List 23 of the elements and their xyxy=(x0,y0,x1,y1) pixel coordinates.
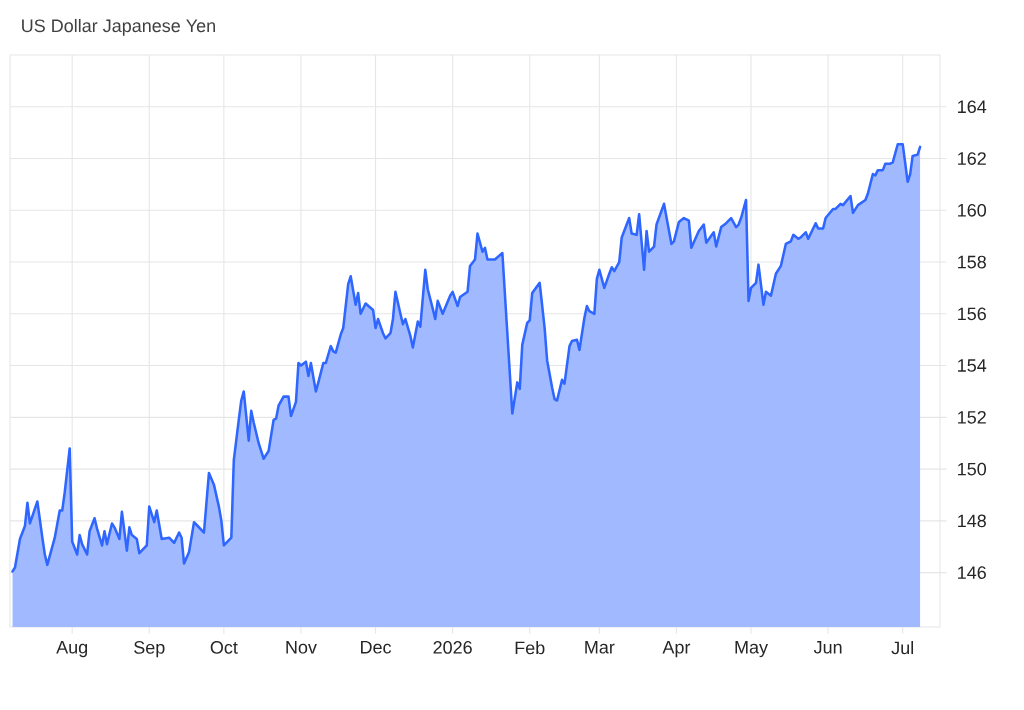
x-tick-label: May xyxy=(735,641,768,658)
y-tick-label: 164 xyxy=(958,100,987,114)
y-tick-label: 154 xyxy=(958,359,987,372)
x-tick-label: Feb xyxy=(515,641,545,655)
x-tick-label: Oct xyxy=(210,641,238,654)
x-tick-label: Apr xyxy=(662,641,691,658)
x-tick-label: Jun xyxy=(813,641,842,654)
x-tick-label: Sep xyxy=(134,641,165,658)
y-tick-label: 160 xyxy=(958,203,987,217)
y-tick-label: 162 xyxy=(958,152,986,165)
y-tick-label: 150 xyxy=(958,462,987,476)
x-tick-label: Mar xyxy=(585,641,615,654)
y-tick-label: 148 xyxy=(958,514,986,528)
y-tick-label: 158 xyxy=(958,255,986,269)
x-tick-label: 2026 xyxy=(433,641,472,654)
x-tick-label: Nov xyxy=(286,641,317,654)
x-tick-label: Jul xyxy=(891,641,914,655)
y-tick-label: 146 xyxy=(958,566,986,579)
y-tick-label: 156 xyxy=(958,307,986,321)
x-tick-label: Dec xyxy=(361,641,392,654)
y-tick-label: 152 xyxy=(958,410,986,424)
chart-title: US Dollar Japanese Yen xyxy=(22,18,215,36)
x-tick-label: Aug xyxy=(56,641,88,658)
